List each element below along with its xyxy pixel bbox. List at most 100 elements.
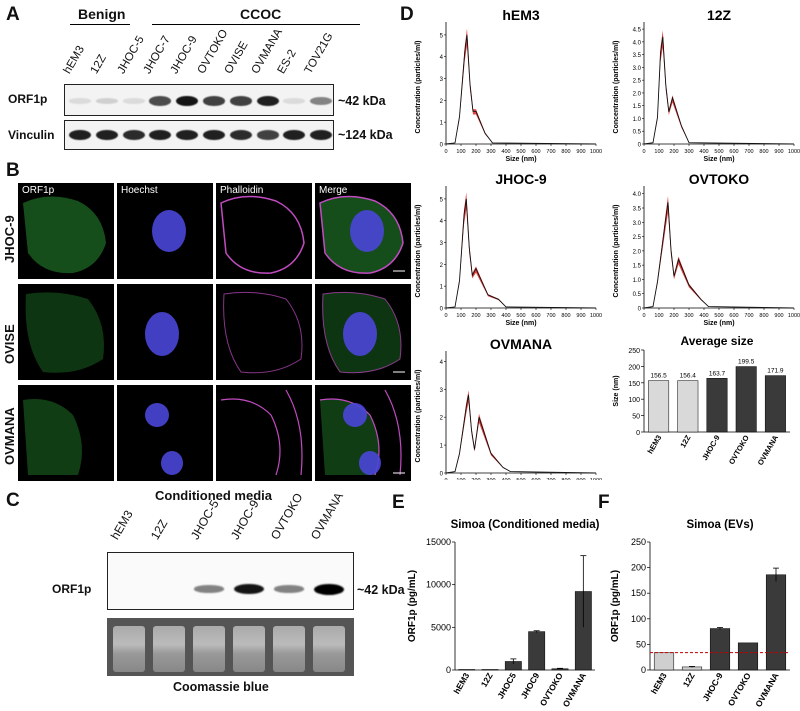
x-tick-label: 600	[531, 478, 540, 480]
y-tick-label: 4	[440, 55, 444, 61]
lane-label: JHOC-9	[227, 497, 262, 542]
row-label: OVMANA	[2, 407, 17, 465]
x-axis-label: Size (nm)	[703, 156, 734, 163]
y-axis-label: Concentration (particles/ml)	[415, 41, 422, 134]
blot-band	[283, 98, 306, 104]
panel-e-label: E	[392, 492, 405, 513]
y-tick-label: 3	[440, 241, 444, 247]
x-tick-label: 1000	[590, 313, 602, 319]
y-tick-label: 2	[440, 263, 444, 269]
nta-error-band	[446, 28, 596, 144]
vinculin-size-label: ~124 kDa	[338, 128, 393, 142]
y-tick-label: 5000	[431, 622, 451, 632]
nta-plot-title: OVMANA	[490, 336, 552, 352]
x-tick-label: 800	[561, 478, 570, 480]
y-tick-label: 0	[641, 665, 646, 675]
panel-c-orf1p-label: ORF1p	[52, 582, 92, 596]
x-tick-label: 100	[456, 149, 465, 155]
blot-band	[194, 585, 224, 593]
x-tick-label: 1000	[788, 149, 800, 155]
y-tick-label: 0	[440, 307, 444, 313]
x-tick-label: 700	[546, 478, 555, 480]
y-tick-label: 50	[632, 414, 640, 421]
y-tick-label: 2	[440, 416, 444, 422]
x-tick-label: 200	[669, 149, 678, 155]
blot-band	[122, 129, 145, 141]
x-tick-label: OVTOKO	[726, 671, 753, 708]
blot-band	[149, 129, 172, 141]
micrograph	[117, 284, 213, 380]
lane-label: hEM3	[61, 43, 88, 76]
micrograph-image	[145, 403, 183, 475]
x-tick-label: 0	[444, 149, 447, 155]
x-tick-label: 400	[501, 313, 510, 319]
y-tick-label: 3	[440, 77, 444, 83]
nta-error-band	[446, 390, 596, 473]
x-tick-label: 700	[744, 149, 753, 155]
blot-band	[95, 98, 118, 104]
blot-band	[310, 129, 333, 141]
x-tick-label: 900	[576, 149, 585, 155]
bar	[458, 669, 476, 671]
x-tick-label: 400	[501, 149, 510, 155]
y-tick-label: 0	[446, 665, 451, 675]
x-tick-label: OVMANA	[756, 433, 781, 467]
x-tick-label: OVTOKO	[727, 433, 751, 466]
x-tick-label: JHOC5	[495, 671, 518, 701]
x-tick-label: 1000	[788, 313, 800, 319]
y-axis-label: ORF1p (pg/mL)	[407, 570, 418, 642]
lane-label: OVMANA	[307, 489, 347, 542]
y-tick-label: 1	[440, 285, 444, 291]
bar	[737, 642, 759, 671]
x-tick-label: JHOC-9	[700, 434, 722, 462]
micrograph-image	[23, 399, 82, 475]
data-label: 163.7	[709, 370, 726, 377]
blot-band	[314, 583, 344, 595]
y-axis-label: ORF1p (pg/mL)	[610, 570, 621, 642]
micrograph	[315, 385, 411, 481]
x-tick-label: 300	[486, 149, 495, 155]
y-axis-label: Concentration (particles/ml)	[415, 205, 422, 298]
blot-band	[149, 96, 172, 106]
panel-d-label: D	[400, 4, 414, 25]
y-tick-label: 1.0	[633, 278, 642, 284]
micrograph-image	[319, 389, 405, 476]
x-tick-label: 1000	[590, 478, 602, 480]
nta-plot-title: 12Z	[707, 7, 732, 23]
micrograph-image	[152, 210, 186, 252]
y-axis-label: Size (nm)	[613, 375, 620, 406]
x-tick-label: 900	[576, 313, 585, 319]
y-tick-label: 4.5	[633, 28, 642, 34]
y-tick-label: 250	[628, 348, 640, 355]
micrograph	[216, 284, 312, 380]
x-tick-label: 400	[501, 478, 510, 480]
y-tick-label: 0	[638, 307, 642, 313]
x-tick-label: 700	[546, 149, 555, 155]
x-tick-label: 0	[642, 149, 645, 155]
y-tick-label: 0.5	[633, 130, 642, 136]
blot-band	[176, 95, 199, 107]
blot-band	[256, 95, 279, 107]
x-tick-label: 300	[684, 149, 693, 155]
bar	[653, 652, 675, 671]
orf1p-blot	[64, 84, 334, 116]
lane-label: JHOC-5	[187, 497, 222, 542]
x-tick-label: 300	[486, 313, 495, 319]
panel-c-label: C	[6, 490, 20, 511]
y-tick-label: 4.0	[633, 192, 642, 198]
y-tick-label: 5	[440, 33, 444, 39]
x-tick-label: 600	[531, 149, 540, 155]
y-tick-label: 0	[440, 143, 444, 149]
x-tick-label: 200	[471, 313, 480, 319]
coomassie-label: Coomassie blue	[173, 680, 269, 694]
nta-plot: 12Z 0 0.5 1.0 1.5 2.0 2.5 3.0 3.5 4.0 4.5 0 100 200 30…	[613, 7, 800, 163]
nta-error-band	[644, 30, 794, 144]
orf1p-row-label: ORF1p	[8, 92, 48, 106]
bar	[481, 669, 499, 671]
x-tick-label: 500	[714, 313, 723, 319]
gel-lane	[313, 626, 345, 672]
x-tick-label: 600	[729, 149, 738, 155]
x-tick-label: 400	[699, 149, 708, 155]
y-tick-label: 100	[631, 614, 646, 624]
